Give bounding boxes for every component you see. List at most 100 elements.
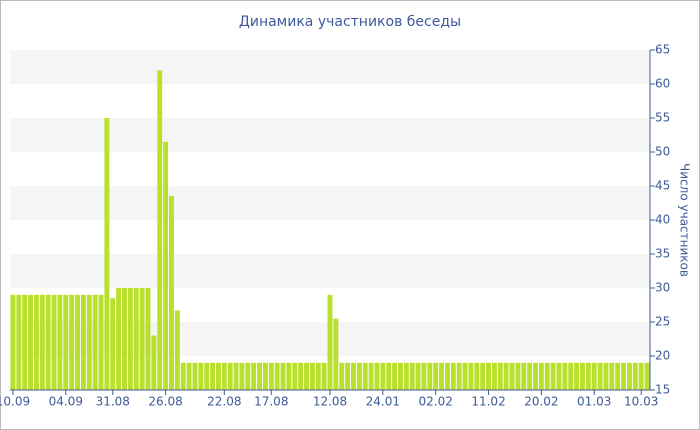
bar [597,362,603,390]
bar [450,362,456,390]
x-tick-label: 26.08 [148,395,182,409]
bar [69,294,75,390]
bar [444,362,450,390]
y-tick-label: 15 [655,383,670,397]
bar [98,294,104,390]
bar [351,362,356,390]
bar [245,362,251,390]
bar [521,362,527,390]
bar [75,294,80,390]
bar [110,298,116,390]
bar [86,294,92,390]
bar [374,362,380,390]
bar [186,362,192,390]
y-tick-label: 35 [655,247,670,261]
bar [491,362,497,390]
bar [480,362,486,390]
bar [603,362,609,390]
bar [591,362,597,390]
bar [456,362,462,390]
bar [380,362,386,390]
bar [198,362,204,390]
bar [580,362,585,390]
bar [92,294,98,390]
bar [315,362,321,390]
bar [550,362,556,390]
bar [409,362,415,390]
bar [433,362,439,390]
bar [116,288,122,390]
bar [615,362,621,390]
bar [210,362,216,390]
bar [22,294,28,390]
bar [356,362,362,390]
y-tick-label: 40 [655,213,670,227]
bar [333,318,339,390]
x-tick-label: 22.08 [207,395,241,409]
bar [439,362,445,390]
bar [368,362,374,390]
bar [621,362,627,390]
bar [292,362,298,390]
bar [462,362,468,390]
bar [180,362,186,390]
bar [239,362,245,390]
bar [286,362,292,390]
bar [251,362,257,390]
bar [574,362,580,390]
bar [321,362,327,390]
bar [392,362,398,390]
x-tick-label: 20.02 [524,395,558,409]
grid-band [10,186,650,220]
x-tick-label: 17.08 [254,395,288,409]
bar [268,362,274,390]
bar [544,362,550,390]
bar [174,310,180,390]
bar [309,362,315,390]
y-tick-label: 55 [655,111,670,125]
bar [157,70,163,391]
bar [298,362,304,390]
bar [638,362,644,390]
bar [533,362,538,390]
grid-band [10,254,650,288]
y-tick-label: 65 [655,43,670,57]
bar [145,288,151,390]
x-tick-label: 10.03 [624,395,658,409]
bar [221,362,227,390]
x-tick-label: 01.03 [577,395,611,409]
bar [403,362,409,390]
bar [10,294,16,390]
bar [497,362,503,390]
bar [280,362,286,390]
bar [163,141,169,390]
bar [386,362,392,390]
x-tick-label: 10.09 [0,395,30,409]
bar [556,362,562,390]
bar [227,362,233,390]
chart-title: Динамика участников беседы [239,14,461,30]
bar [327,294,333,390]
x-tick-label: 31.08 [96,395,130,409]
bar [468,362,474,390]
bar [80,294,86,390]
bar [257,362,263,390]
y-axis-label: Число участников [678,163,692,277]
bar [215,362,221,390]
bar [421,362,427,390]
bar [16,294,22,390]
bar [632,362,638,390]
bar [233,362,239,390]
y-tick-label: 20 [655,349,670,363]
x-tick-label: 24.01 [366,395,400,409]
bar [28,294,34,390]
bar [151,335,157,390]
bar [45,294,51,390]
bar [362,362,368,390]
bar [415,362,421,390]
grid-band [10,50,650,84]
bar [169,196,174,390]
bar [515,362,521,390]
bar [104,118,110,390]
